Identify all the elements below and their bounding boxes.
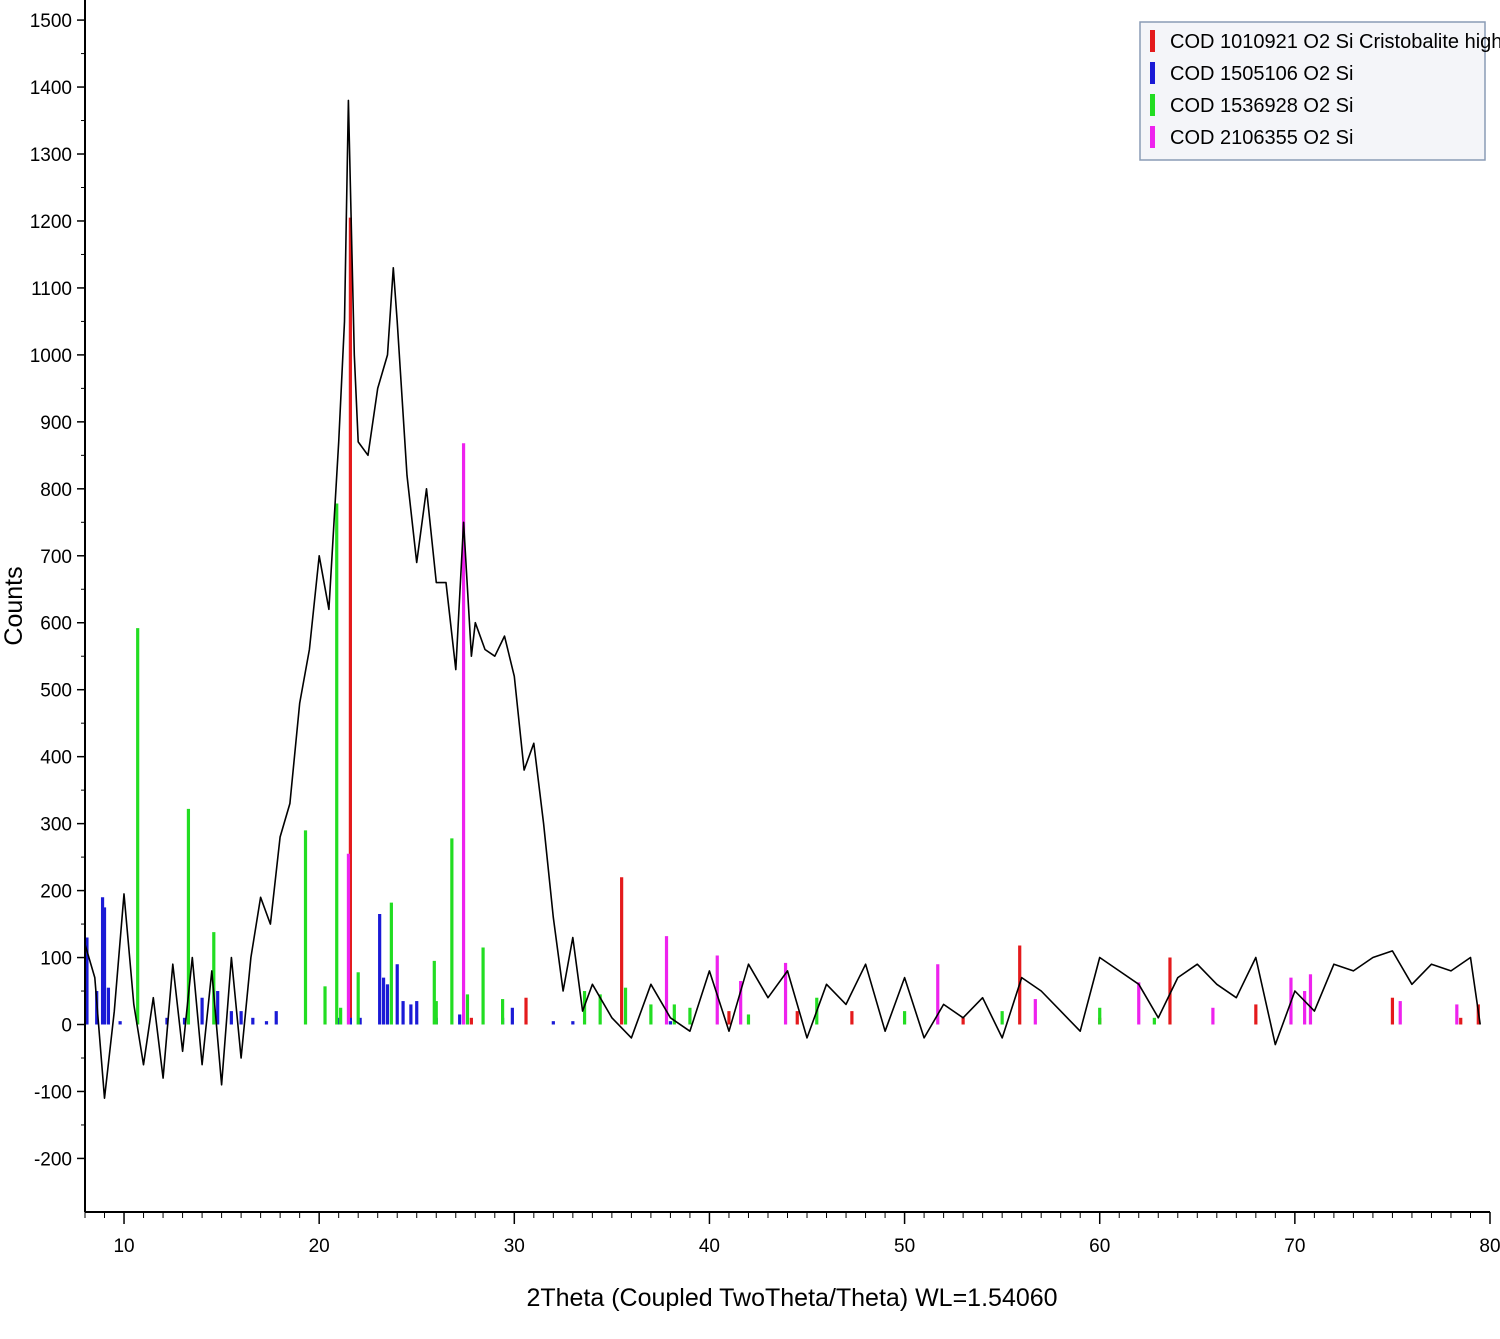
diffraction-pattern-layer bbox=[84, 99, 1481, 1099]
y-tick-label: 600 bbox=[40, 614, 72, 635]
y-tick-label: 800 bbox=[40, 480, 72, 501]
legend-box bbox=[1139, 21, 1486, 161]
legend-label: COD 1010921 O2 Si Cristobalite high bbox=[1170, 31, 1500, 53]
x-tick-label: 70 bbox=[1284, 1236, 1305, 1257]
reference-series-3 bbox=[136, 503, 1156, 1025]
y-tick-label: -100 bbox=[34, 1082, 72, 1103]
reference-series-1 bbox=[348, 217, 1480, 1025]
y-tick-label: 300 bbox=[40, 815, 72, 836]
legend-swatch bbox=[1150, 94, 1155, 116]
legend-label: COD 1505106 O2 Si bbox=[1170, 63, 1353, 85]
x-tick-label: 60 bbox=[1089, 1236, 1110, 1257]
y-tick-label: -200 bbox=[34, 1149, 72, 1170]
x-ticks: 10 20 30 40 50 60 70 80 bbox=[84, 1212, 1500, 1257]
legend-swatch bbox=[1150, 126, 1155, 148]
reference-series-4 bbox=[346, 443, 1459, 1025]
legend-label: COD 2106355 O2 Si bbox=[1170, 127, 1353, 149]
y-tick-label: 900 bbox=[40, 413, 72, 434]
y-tick-label: 1000 bbox=[30, 346, 72, 367]
y-tick-label: 1200 bbox=[30, 212, 72, 233]
y-tick-label: 200 bbox=[40, 882, 72, 903]
y-tick-label: 700 bbox=[40, 547, 72, 568]
y-tick-label: 1300 bbox=[30, 145, 72, 166]
x-tick-label: 20 bbox=[309, 1236, 330, 1257]
y-tick-label: 400 bbox=[40, 748, 72, 769]
x-tick-label: 10 bbox=[113, 1236, 134, 1257]
x-tick-label: 30 bbox=[504, 1236, 525, 1257]
reference-stick-layer bbox=[85, 217, 1480, 1025]
y-axis-title: Counts bbox=[0, 566, 28, 645]
legend: COD 1010921 O2 Si Cristobalite high COD 1… bbox=[1139, 21, 1500, 161]
y-tick-label: 100 bbox=[40, 949, 72, 970]
y-tick-label: 500 bbox=[40, 681, 72, 702]
axes-layer bbox=[84, 0, 1490, 1213]
legend-swatch bbox=[1150, 62, 1155, 84]
y-ticks: -200 -100 0 100 200 300 400 500 600 700 800 900 1000… bbox=[30, 11, 85, 1170]
y-tick-label: 1400 bbox=[30, 78, 72, 99]
y-tick-label: 1100 bbox=[31, 279, 72, 300]
x-tick-label: 50 bbox=[894, 1236, 915, 1257]
x-tick-label: 80 bbox=[1479, 1236, 1500, 1257]
diffraction-pattern-line bbox=[84, 99, 1481, 1099]
x-axis-title: 2Theta (Coupled TwoTheta/Theta) WL=1.540… bbox=[526, 1284, 1057, 1312]
y-tick-label: 1500 bbox=[30, 11, 72, 32]
x-tick-label: 40 bbox=[699, 1236, 720, 1257]
y-tick-label: 0 bbox=[61, 1016, 72, 1037]
reference-series-2 bbox=[85, 897, 673, 1025]
legend-swatch bbox=[1150, 30, 1155, 52]
legend-label: COD 1536928 O2 Si bbox=[1170, 95, 1353, 117]
